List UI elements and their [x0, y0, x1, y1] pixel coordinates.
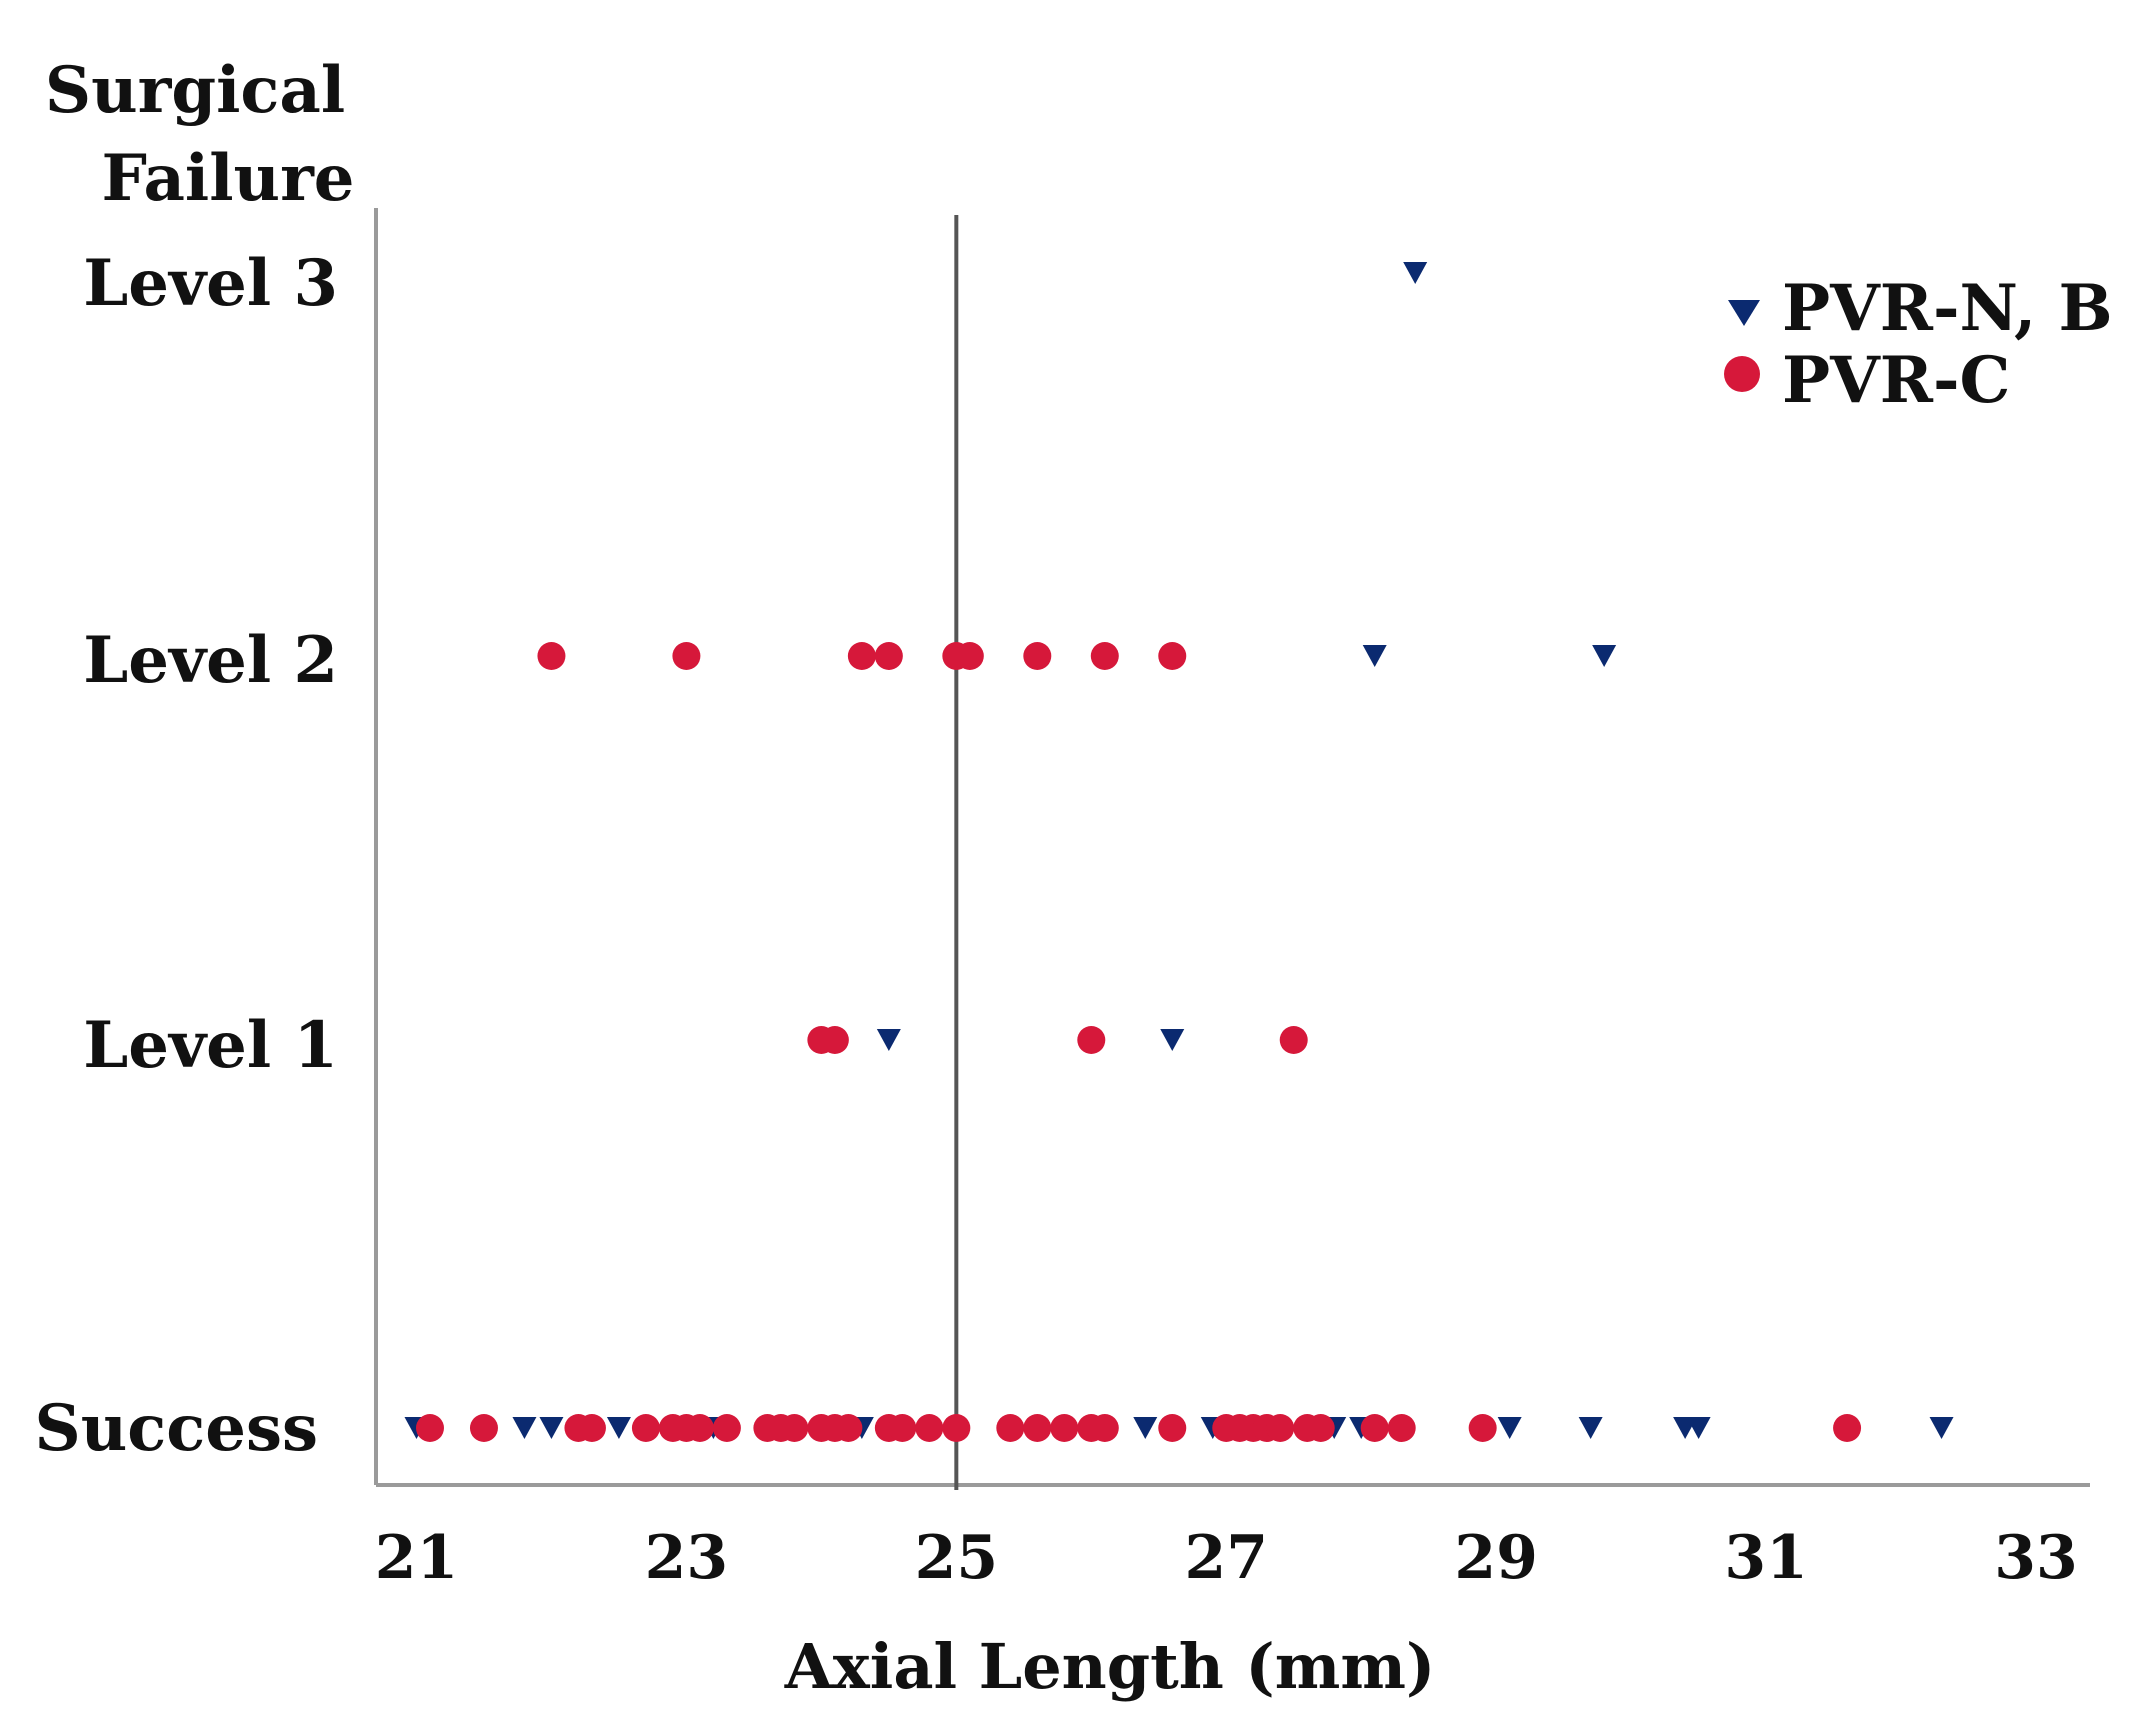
x-tick-labels: 21 23 25 27 29 31 33	[375, 1523, 2078, 1593]
data-point-pvr-nb	[512, 1417, 537, 1439]
data-point-pvr-c	[942, 1414, 971, 1442]
x-tick-label: 31	[1724, 1523, 1808, 1593]
data-point-pvr-nb	[1592, 645, 1617, 667]
data-point-pvr-c	[1266, 1414, 1295, 1442]
data-point-pvr-nb	[1578, 1417, 1603, 1439]
data-point-pvr-c	[1158, 642, 1187, 670]
data-point-pvr-nb	[1160, 1029, 1185, 1051]
data-point-pvr-c	[996, 1414, 1025, 1442]
data-point-pvr-c	[1090, 642, 1119, 670]
data-point-pvr-c	[712, 1414, 741, 1442]
data-point-pvr-c	[820, 1026, 849, 1054]
legend-label-pvr-nb: PVR-N, B	[1782, 271, 2113, 346]
series-pvr-nb	[404, 262, 1954, 1439]
data-point-pvr-c	[672, 642, 701, 670]
data-point-pvr-c	[415, 1414, 444, 1442]
data-point-pvr-c	[780, 1414, 809, 1442]
data-point-pvr-nb	[1686, 1417, 1711, 1439]
data-point-pvr-c	[1050, 1414, 1079, 1442]
y-axis-title-line-2: Failure	[102, 141, 355, 216]
data-point-pvr-nb	[1362, 645, 1387, 667]
y-axis-title-line-1: Surgical	[45, 53, 345, 128]
data-point-pvr-c	[577, 1414, 606, 1442]
legend-marker-pvr-nb	[1728, 300, 1760, 326]
series-pvr-c	[415, 642, 1862, 1442]
data-point-pvr-c	[955, 642, 984, 670]
data-point-pvr-c	[834, 1414, 863, 1442]
data-point-pvr-c	[685, 1414, 714, 1442]
data-point-pvr-c	[915, 1414, 944, 1442]
x-tick-label: 29	[1454, 1523, 1538, 1593]
data-point-pvr-c	[1023, 1414, 1052, 1442]
data-point-pvr-c	[874, 642, 903, 670]
data-point-pvr-c	[1306, 1414, 1335, 1442]
data-point-pvr-nb	[606, 1417, 631, 1439]
x-tick-label: 25	[915, 1523, 999, 1593]
data-point-pvr-c	[1158, 1414, 1187, 1442]
data-point-pvr-nb	[876, 1029, 901, 1051]
data-point-pvr-nb	[1403, 262, 1428, 284]
x-tick-label: 27	[1185, 1523, 1269, 1593]
data-point-pvr-nb	[1497, 1417, 1522, 1439]
data-point-pvr-nb	[539, 1417, 564, 1439]
data-point-pvr-c	[1090, 1414, 1119, 1442]
data-point-pvr-c	[1077, 1026, 1106, 1054]
data-point-pvr-c	[1360, 1414, 1389, 1442]
data-point-pvr-c	[631, 1414, 660, 1442]
data-point-pvr-nb	[1133, 1417, 1158, 1439]
data-point-pvr-c	[537, 642, 566, 670]
x-tick-label: 33	[1994, 1523, 2078, 1593]
y-tick-label-success: Success	[35, 1391, 318, 1466]
data-point-pvr-c	[847, 642, 876, 670]
y-tick-label-level-3: Level 3	[83, 246, 338, 321]
legend: PVR-N, B PVR-C	[1724, 271, 2113, 418]
data-point-pvr-c	[1023, 642, 1052, 670]
legend-label-pvr-c: PVR-C	[1782, 343, 2010, 418]
legend-marker-pvr-c	[1724, 356, 1760, 392]
data-point-pvr-c	[1279, 1026, 1308, 1054]
data-point-pvr-c	[1833, 1414, 1862, 1442]
x-tick-label: 23	[645, 1523, 729, 1593]
data-point-pvr-c	[1387, 1414, 1416, 1442]
data-point-pvr-c	[888, 1414, 917, 1442]
y-tick-label-level-2: Level 2	[83, 623, 338, 698]
data-point-pvr-c	[469, 1414, 498, 1442]
x-axis-title: Axial Length (mm)	[784, 1630, 1436, 1703]
x-tick-label: 21	[375, 1523, 459, 1593]
y-tick-label-level-1: Level 1	[83, 1008, 338, 1083]
data-point-pvr-c	[1468, 1414, 1497, 1442]
data-point-pvr-nb	[1929, 1417, 1954, 1439]
